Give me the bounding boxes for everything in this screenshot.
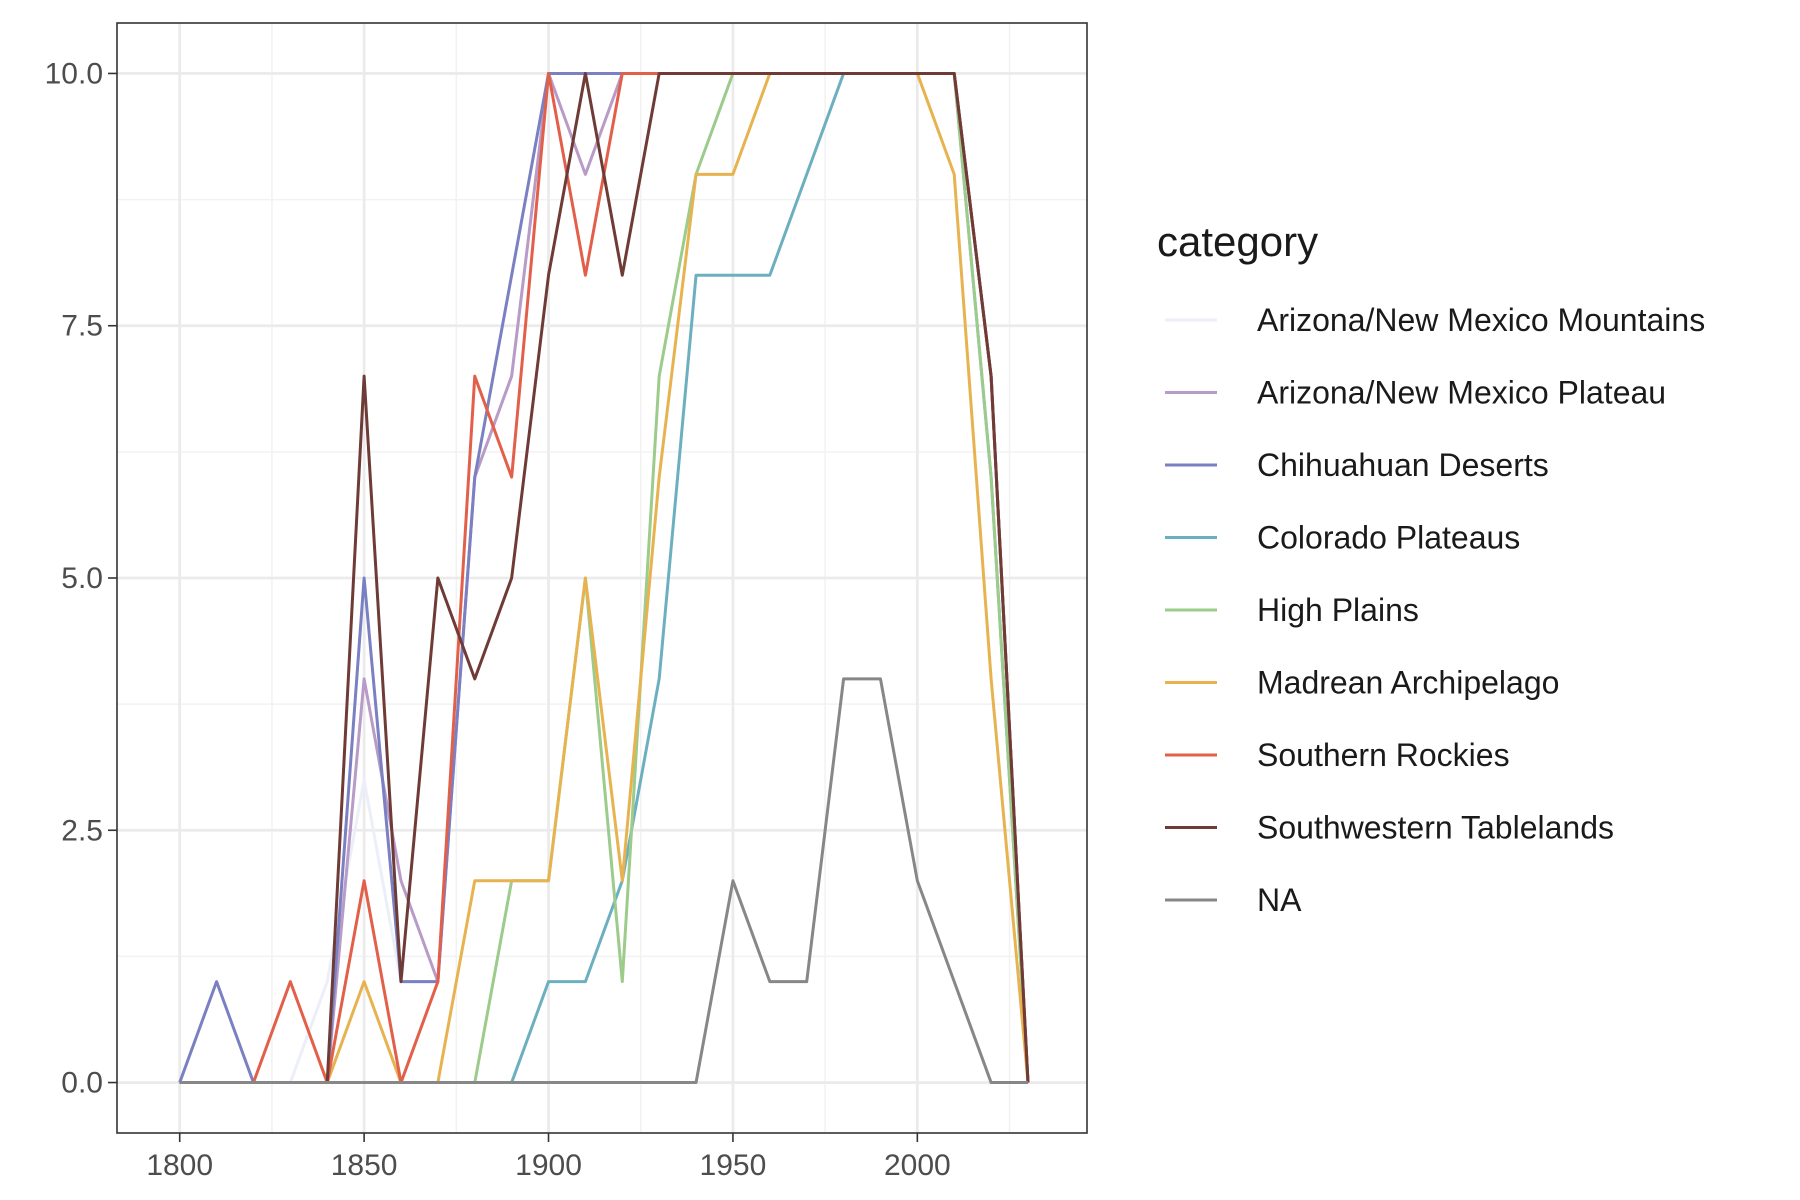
y-axis: 0.0 2.5 5.0 7.5 10.0	[45, 57, 117, 1100]
legend-item-arizona-new-mexico-mountains: Arizona/New Mexico Mountains	[1165, 302, 1705, 338]
y-tick-label: 10.0	[45, 57, 103, 90]
legend: category Arizona/New Mexico MountainsAri…	[1157, 218, 1705, 918]
x-tick-label: 1900	[515, 1149, 582, 1182]
legend-label: Arizona/New Mexico Plateau	[1257, 375, 1666, 411]
x-axis: 1800 1850 1900 1950 2000	[146, 1133, 951, 1182]
legend-label: Chihuahuan Deserts	[1257, 447, 1549, 483]
x-tick-label: 1850	[331, 1149, 398, 1182]
y-tick-label: 5.0	[61, 562, 103, 595]
legend-item-southern-rockies: Southern Rockies	[1165, 737, 1510, 773]
series-line-na	[179, 677, 1028, 1085]
legend-title: category	[1157, 218, 1318, 265]
legend-label: Madrean Archipelago	[1257, 665, 1559, 701]
legend-item-madrean-archipelago: Madrean Archipelago	[1165, 665, 1559, 701]
legend-items: Arizona/New Mexico Mountains Arizona/New …	[1165, 302, 1705, 918]
x-tick-label: 1800	[146, 1149, 213, 1182]
y-tick-label: 2.5	[61, 814, 103, 847]
legend-label: Arizona/New Mexico Mountains	[1257, 302, 1705, 338]
legend-item-chihuahuan-deserts: Chihuahuan Deserts	[1165, 447, 1549, 483]
legend-item-colorado-plateaus: Colorado Plateaus	[1165, 520, 1520, 556]
legend-item-southwestern-tablelands: Southwestern Tablelands	[1165, 810, 1614, 846]
legend-label: Colorado Plateaus	[1257, 520, 1520, 556]
legend-label: Southwestern Tablelands	[1257, 810, 1614, 846]
legend-item-arizona-new-mexico-plateau: Arizona/New Mexico Plateau	[1165, 375, 1666, 411]
legend-label: Southern Rockies	[1257, 737, 1510, 773]
legend-label: High Plains	[1257, 592, 1419, 628]
y-tick-label: 7.5	[61, 310, 103, 343]
legend-item-high-plains: High Plains	[1165, 592, 1419, 628]
y-tick-label: 0.0	[61, 1067, 103, 1100]
legend-label: NA	[1257, 882, 1302, 918]
x-tick-label: 1950	[700, 1149, 767, 1182]
x-tick-label: 2000	[884, 1149, 951, 1182]
series-lines	[178, 71, 1030, 1085]
legend-item-na: NA	[1165, 882, 1302, 918]
